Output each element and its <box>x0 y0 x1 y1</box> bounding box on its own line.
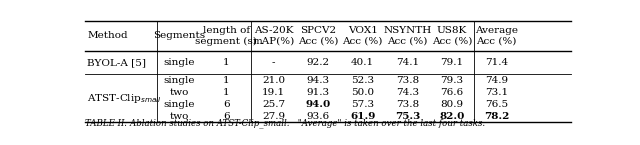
Text: 78.2: 78.2 <box>484 112 509 121</box>
Text: US8K
Acc (%): US8K Acc (%) <box>432 26 472 46</box>
Text: -: - <box>272 58 275 67</box>
Text: two: two <box>170 112 189 121</box>
Text: length of
segment (s): length of segment (s) <box>195 26 257 46</box>
Text: VOX1
Acc (%): VOX1 Acc (%) <box>342 26 383 46</box>
Text: 73.8: 73.8 <box>396 100 419 109</box>
Text: 25.7: 25.7 <box>262 100 285 109</box>
Text: AS-20K
mAP(%): AS-20K mAP(%) <box>252 26 294 46</box>
Text: Method: Method <box>88 31 128 40</box>
Text: 92.2: 92.2 <box>307 58 330 67</box>
Text: 80.9: 80.9 <box>440 100 463 109</box>
Text: single: single <box>163 58 195 67</box>
Text: 74.1: 74.1 <box>396 58 419 67</box>
Text: single: single <box>163 76 195 85</box>
Text: 75.3: 75.3 <box>395 112 420 121</box>
Text: 52.3: 52.3 <box>351 76 374 85</box>
Text: 61.9: 61.9 <box>350 112 376 121</box>
Text: 91.3: 91.3 <box>307 88 330 97</box>
Text: 1: 1 <box>223 58 230 67</box>
Text: 27.9: 27.9 <box>262 112 285 121</box>
Text: 76.5: 76.5 <box>485 100 508 109</box>
Text: 1: 1 <box>223 76 230 85</box>
Text: 82.0: 82.0 <box>439 112 465 121</box>
Text: 50.0: 50.0 <box>351 88 374 97</box>
Text: 57.3: 57.3 <box>351 100 374 109</box>
Text: ATST-Clip$_{\mathit{small}}$: ATST-Clip$_{\mathit{small}}$ <box>88 92 162 105</box>
Text: 21.0: 21.0 <box>262 76 285 85</box>
Text: 73.1: 73.1 <box>485 88 508 97</box>
Text: single: single <box>163 100 195 109</box>
Text: BYOL-A [5]: BYOL-A [5] <box>88 58 147 67</box>
Text: 40.1: 40.1 <box>351 58 374 67</box>
Text: Average
Acc (%): Average Acc (%) <box>475 26 518 46</box>
Text: 94.0: 94.0 <box>305 100 331 109</box>
Text: 73.8: 73.8 <box>396 76 419 85</box>
Text: 1: 1 <box>223 88 230 97</box>
Text: 19.1: 19.1 <box>262 88 285 97</box>
Text: 94.3: 94.3 <box>307 76 330 85</box>
Text: 76.6: 76.6 <box>440 88 463 97</box>
Text: 79.1: 79.1 <box>440 58 463 67</box>
Text: 74.9: 74.9 <box>485 76 508 85</box>
Text: 6: 6 <box>223 100 230 109</box>
Text: TABLE II: Ablation studies on ATST-Clip_small.   "Average" is taken over the las: TABLE II: Ablation studies on ATST-Clip_… <box>85 118 485 128</box>
Text: two: two <box>170 88 189 97</box>
Text: 74.3: 74.3 <box>396 88 419 97</box>
Text: Segments: Segments <box>153 31 205 40</box>
Text: 93.6: 93.6 <box>307 112 330 121</box>
Text: NSYNTH
Acc (%): NSYNTH Acc (%) <box>383 26 431 46</box>
Text: 6: 6 <box>223 112 230 121</box>
Text: 71.4: 71.4 <box>485 58 508 67</box>
Text: SPCV2
Acc (%): SPCV2 Acc (%) <box>298 26 339 46</box>
Text: 79.3: 79.3 <box>440 76 463 85</box>
